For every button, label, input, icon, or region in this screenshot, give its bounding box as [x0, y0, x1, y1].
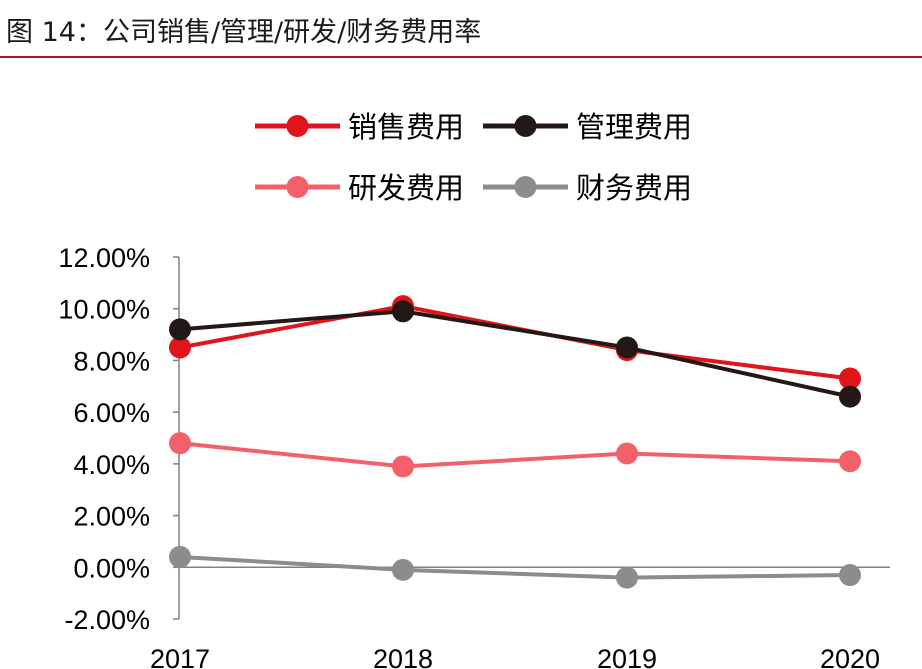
- series-layer: [169, 295, 861, 589]
- data-point: [392, 300, 414, 323]
- y-tick-label: 4.00%: [73, 450, 150, 480]
- data-point: [169, 545, 191, 568]
- data-point: [392, 455, 414, 478]
- series-line: [179, 554, 851, 580]
- data-point: [839, 450, 861, 473]
- data-point: [839, 564, 861, 587]
- y-tick-label: -2.00%: [64, 605, 150, 635]
- chart-axes: -2.00% 0.00% 2.00% 4.00% 6.00% 8.00% 10.00% 12.…: [58, 243, 890, 669]
- y-tick-label: 12.00%: [58, 243, 150, 273]
- legend-label: 财务费用: [576, 171, 692, 205]
- legend-marker: [286, 176, 309, 198]
- legend-marker: [514, 176, 537, 198]
- figure-title: 图 14：公司销售/管理/研发/财务费用率: [6, 17, 482, 48]
- legend-label: 管理费用: [576, 110, 692, 144]
- data-point: [169, 336, 191, 359]
- series-line: [179, 304, 851, 381]
- y-tick-label: 6.00%: [73, 398, 150, 428]
- x-tick-label: 2019: [597, 644, 657, 669]
- series-line: [179, 309, 851, 399]
- data-point: [616, 442, 638, 465]
- data-point: [616, 336, 638, 359]
- x-tick-label: 2017: [150, 644, 210, 669]
- data-point: [169, 432, 191, 455]
- legend-marker: [514, 115, 537, 137]
- legend-item: 研发费用: [255, 171, 464, 205]
- data-point: [839, 367, 861, 390]
- y-tick-label: 8.00%: [73, 346, 150, 376]
- data-point: [839, 385, 861, 408]
- series-3: [169, 432, 861, 478]
- y-tick-label: 10.00%: [58, 295, 150, 325]
- series-2: [169, 300, 861, 408]
- x-tick-label: 2018: [373, 644, 433, 669]
- y-tick-label: 0.00%: [73, 553, 150, 583]
- data-point: [169, 318, 191, 341]
- legend-marker: [286, 115, 309, 137]
- series-line: [179, 441, 851, 469]
- legend-label: 销售费用: [348, 110, 464, 144]
- data-point: [616, 566, 638, 589]
- data-point: [392, 558, 414, 581]
- series-4: [169, 545, 861, 589]
- legend-item: 财务费用: [483, 171, 692, 205]
- legend-item: 销售费用: [255, 110, 464, 144]
- x-tick-label: 2020: [820, 644, 880, 669]
- y-tick-label: 2.00%: [73, 502, 150, 532]
- title-rule: [0, 56, 922, 58]
- legend-item: 管理费用: [483, 110, 692, 144]
- legend-label: 研发费用: [348, 171, 464, 205]
